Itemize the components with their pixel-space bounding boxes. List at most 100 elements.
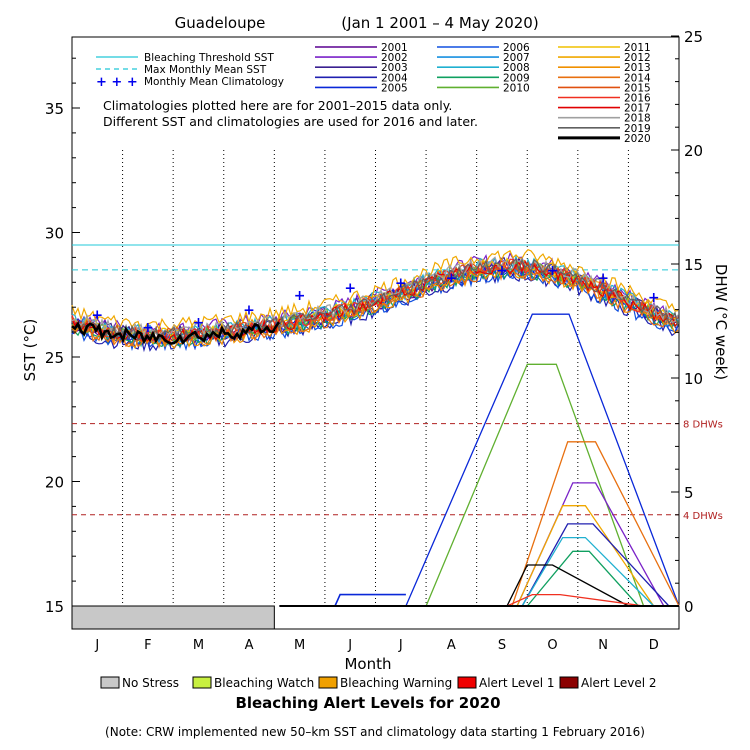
month-gridlines [122,150,629,606]
dhw-line-2008 [521,536,655,607]
month-tick-label: N [598,638,608,653]
dhw-reference-label: 8 DHWs [683,420,723,431]
right-tick-label: 10 [684,370,703,388]
dhw-line-2019 [506,564,629,607]
year-legend-label: 2011 [624,42,651,54]
alert-swatch [559,676,579,689]
chart-title-range: (Jan 1 2001 – 4 May 2020) [341,14,538,32]
legend-label-2: Monthly Mean Climatology [144,76,284,88]
climatology-marker: + [91,308,103,324]
year-legend-label: 2018 [624,113,651,125]
year-legend-label: 2006 [503,42,530,54]
alert-label: Bleaching Watch [214,676,314,690]
month-tick-label: A [245,638,254,653]
month-tick-label: M [294,638,305,653]
year-legend-label: 2002 [381,52,408,64]
year-legend-label: 2017 [624,103,651,115]
year-legend-label: 2013 [624,62,651,74]
note-line-1: Climatologies plotted here are for 2001–… [103,98,452,113]
climatology-markers: + + + + + + + + + + + + [91,263,659,336]
alert-label: Alert Level 1 [479,676,555,690]
right-tick-label: 25 [684,28,703,46]
no-stress-bar [71,605,275,630]
year-legend-label: 2010 [503,82,530,94]
sst-line-2019 [71,258,679,342]
year-legend-label: 2001 [381,42,408,54]
alert-swatch [318,676,338,689]
climatology-marker: + [496,263,508,279]
year-legend-label: 2012 [624,52,651,64]
alert-label: Alert Level 2 [581,676,657,690]
sst-line-2014 [71,265,679,349]
alert-label: No Stress [122,676,179,690]
climatology-marker: + [193,315,205,331]
sst-line-2020 [71,320,281,346]
sst-line-2011 [71,257,679,341]
year-legend-label: 2008 [503,62,530,74]
month-tick-label: J [94,638,99,653]
left-tick-label: 25 [45,349,64,367]
legend-climatology-symbol: + + + [96,75,138,90]
year-legend-label: 2007 [503,52,530,64]
footnote: (Note: CRW implemented new 50–km SST and… [105,725,645,739]
dhw-line-2005 [405,313,680,607]
climatology-marker: + [547,263,559,279]
climatology-marker: + [446,270,458,286]
y-axis-left-label: SST (°C) [21,319,39,382]
dhw-line-2012 [516,505,655,607]
alert-legend-title: Bleaching Alert Levels for 2020 [235,694,500,712]
climatology-marker: + [395,275,407,291]
year-legend-label: 2005 [381,82,408,94]
left-tick-label: 15 [45,598,64,616]
chart-title-location: Guadeloupe [175,14,266,32]
month-tick-label: J [398,638,403,653]
month-tick-label: J [347,638,352,653]
dhw-line-2016 [506,593,644,607]
month-tick-label: S [498,638,506,653]
climatology-marker: + [344,280,356,296]
dhw-line-2010 [425,363,645,607]
dhw-line-2009 [526,550,639,607]
right-tick-label: 5 [684,484,694,502]
year-legend-label: 2015 [624,82,651,94]
month-tick-label: A [447,638,456,653]
legend-label-0: Bleaching Threshold SST [144,52,274,64]
month-tick-label: D [649,638,659,653]
x-axis-label: Month [344,655,391,673]
year-legend-label: 2014 [624,72,651,84]
month-tick-label: M [193,638,204,653]
legend-label-1: Max Monthly Mean SST [144,64,267,76]
note-line-2: Different SST and climatologies are used… [103,114,478,129]
climatology-marker: + [597,270,609,286]
left-tick-label: 20 [45,474,64,492]
right-tick-label: 15 [684,256,703,274]
left-tick-label: 30 [45,225,64,243]
dhw-reference-label: 4 DHWs [683,511,723,522]
year-legend-label: 2004 [381,72,408,84]
year-legend-label: 2009 [503,72,530,84]
year-legend-label: 2016 [624,93,651,105]
month-tick-label: F [144,638,151,653]
alert-label: Bleaching Warning [340,676,452,690]
year-legend-label: 2003 [381,62,408,74]
climatology-marker: + [294,288,306,304]
dhw-series-group [71,313,680,630]
year-legend-label: 2020 [624,133,651,145]
year-legend-label: 2019 [624,123,651,135]
left-tick-label: 35 [45,100,64,118]
climatology-marker: + [243,303,255,319]
climatology-marker: + [142,320,154,336]
axis-ticks: 15 20 25 30 35 0 5 10 15 20 25 J F M A M J J A S O N D [45,28,703,653]
dhw-line-2014 [511,441,680,607]
sst-series-group [71,248,679,353]
alert-level-legend: No Stress Bleaching Watch Bleaching Warnin… [100,676,657,690]
alert-swatch [192,676,212,689]
right-tick-label: 20 [684,142,703,160]
y-axis-right-label: DHW (°C week) [712,264,730,380]
alert-swatch [100,676,120,689]
month-tick-label: O [547,638,557,653]
right-tick-label: 0 [684,598,694,616]
climatology-marker: + [648,290,660,306]
